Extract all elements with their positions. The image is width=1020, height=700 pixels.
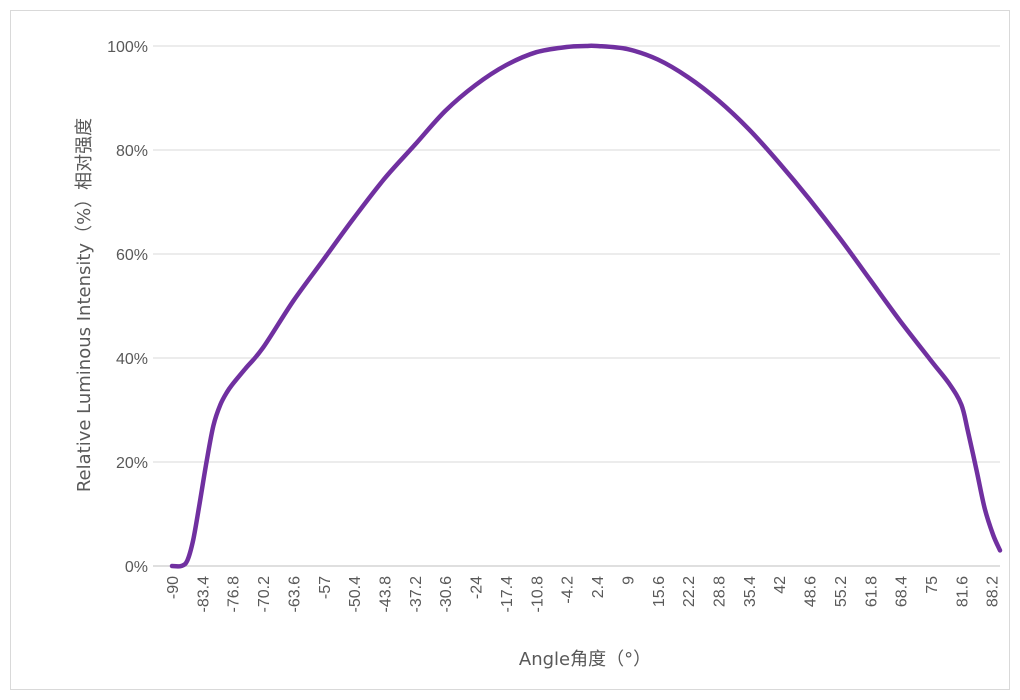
series-layer: [169, 43, 1003, 569]
y-tick-label: 80%: [116, 143, 148, 160]
x-tick-label: -70.2: [256, 576, 273, 613]
x-axis-title: Angle角度（°）: [519, 649, 651, 670]
y-tick-label: 40%: [116, 351, 148, 368]
x-tick-label: -90: [165, 576, 182, 599]
x-tick-label: -17.4: [499, 576, 516, 613]
x-tick-label: -24: [469, 576, 486, 599]
gridlines: [153, 45, 1000, 567]
x-tick-label: -4.2: [560, 576, 577, 604]
x-tick-label: 61.8: [863, 576, 880, 607]
y-tick-label: 100%: [107, 39, 148, 56]
x-tick-label: 55.2: [833, 576, 850, 607]
x-tick-label: 9: [620, 576, 637, 585]
series-line: [169, 43, 1003, 569]
x-tick-label: 81.6: [954, 576, 971, 607]
chart-frame: [10, 10, 1010, 690]
x-tick-label: 48.6: [803, 576, 820, 607]
x-tick-label: -43.8: [378, 576, 395, 613]
x-tick-label: -57: [317, 576, 334, 599]
x-tick-label: 2.4: [590, 576, 607, 598]
x-tick-label: -30.6: [438, 576, 455, 613]
x-tick-labels: -90 -83.4 -76.8 -70.2 -63.6 -57 -50.4 -43.8 -37.…: [165, 576, 1002, 613]
y-tick-label: 20%: [116, 455, 148, 472]
x-tick-label: 22.2: [681, 576, 698, 607]
x-tick-label: -63.6: [286, 576, 303, 613]
x-tick-label: -10.8: [529, 576, 546, 613]
x-tick-label: 35.4: [742, 576, 759, 607]
y-tick-label: 60%: [116, 247, 148, 264]
x-tick-label: 68.4: [894, 576, 911, 607]
x-tick-label: -83.4: [195, 576, 212, 613]
x-tick-label: 88.2: [985, 576, 1002, 607]
y-axis-title: Relative Luminous Intensity（%）相对强度: [74, 118, 95, 492]
x-tick-label: -37.2: [408, 576, 425, 613]
x-tick-label: -76.8: [226, 576, 243, 613]
x-tick-label: 42: [772, 576, 789, 594]
y-tick-label: 0%: [125, 559, 148, 576]
x-tick-label: -50.4: [347, 576, 364, 613]
y-tick-labels: 0% 20% 40% 60% 80% 100%: [107, 39, 148, 576]
x-tick-label: 75: [924, 576, 941, 594]
x-tick-label: 15.6: [651, 576, 668, 607]
x-tick-label: 28.8: [711, 576, 728, 607]
